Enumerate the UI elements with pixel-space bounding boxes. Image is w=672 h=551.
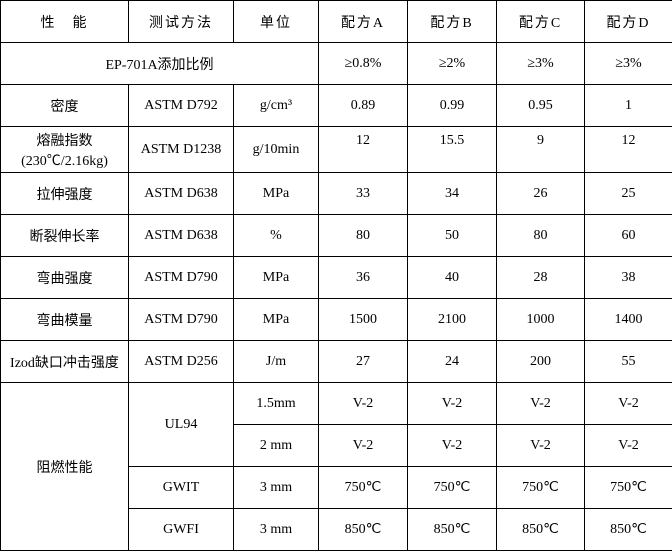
col-prop: 性 能 xyxy=(1,1,129,43)
cell-a: 850℃ xyxy=(319,509,408,551)
table-row: 弯曲模量 ASTM D790 MPa 1500 2100 1000 1400 xyxy=(1,299,672,341)
cell-d: V-2 xyxy=(585,383,672,425)
cell-d: 1400 xyxy=(585,299,672,341)
cell-unit: J/m xyxy=(234,341,319,383)
ratio-c: ≥3% xyxy=(497,43,585,85)
cell-prop: 弯曲强度 xyxy=(1,257,129,299)
table-row: 熔融指数(230℃/2.16kg) ASTM D1238 g/10min 12 … xyxy=(1,127,672,173)
cell-prop: 断裂伸长率 xyxy=(1,215,129,257)
cell-b: 850℃ xyxy=(408,509,497,551)
cell-unit: 1.5mm xyxy=(234,383,319,425)
cell-method: ASTM D638 xyxy=(129,215,234,257)
flame-gwfi: GWFI xyxy=(129,509,234,551)
cell-unit: g/10min xyxy=(234,127,319,173)
cell-c: 0.95 xyxy=(497,85,585,127)
cell-b: V-2 xyxy=(408,425,497,467)
cell-method: ASTM D256 xyxy=(129,341,234,383)
spec-table: 性 能 测试方法 单位 配方A 配方B 配方C 配方D EP-701A添加比例 … xyxy=(0,0,672,551)
cell-a: 36 xyxy=(319,257,408,299)
cell-prop: Izod缺口冲击强度 xyxy=(1,341,129,383)
col-b: 配方B xyxy=(408,1,497,43)
cell-b: 15.5 xyxy=(408,127,497,173)
col-method: 测试方法 xyxy=(129,1,234,43)
table-row: 拉伸强度 ASTM D638 MPa 33 34 26 25 xyxy=(1,173,672,215)
cell-c: 200 xyxy=(497,341,585,383)
cell-method: ASTM D790 xyxy=(129,257,234,299)
cell-c: V-2 xyxy=(497,383,585,425)
cell-a: 0.89 xyxy=(319,85,408,127)
cell-a: 80 xyxy=(319,215,408,257)
cell-d: V-2 xyxy=(585,425,672,467)
cell-c: 1000 xyxy=(497,299,585,341)
flame-gwit: GWIT xyxy=(129,467,234,509)
cell-d: 60 xyxy=(585,215,672,257)
table-row: 弯曲强度 ASTM D790 MPa 36 40 28 38 xyxy=(1,257,672,299)
cell-method: ASTM D790 xyxy=(129,299,234,341)
cell-b: 750℃ xyxy=(408,467,497,509)
cell-b: 40 xyxy=(408,257,497,299)
cell-c: 26 xyxy=(497,173,585,215)
cell-prop: 熔融指数(230℃/2.16kg) xyxy=(1,127,129,173)
col-c: 配方C xyxy=(497,1,585,43)
cell-d: 38 xyxy=(585,257,672,299)
flame-ul94: UL94 xyxy=(129,383,234,467)
ratio-a: ≥0.8% xyxy=(319,43,408,85)
cell-unit: MPa xyxy=(234,257,319,299)
col-unit: 单位 xyxy=(234,1,319,43)
cell-unit: % xyxy=(234,215,319,257)
cell-prop: 密度 xyxy=(1,85,129,127)
cell-b: 24 xyxy=(408,341,497,383)
cell-a: 12 xyxy=(319,127,408,173)
cell-d: 750℃ xyxy=(585,467,672,509)
cell-c: 9 xyxy=(497,127,585,173)
cell-unit: 3 mm xyxy=(234,467,319,509)
cell-method: ASTM D1238 xyxy=(129,127,234,173)
cell-c: 28 xyxy=(497,257,585,299)
cell-a: 750℃ xyxy=(319,467,408,509)
cell-d: 850℃ xyxy=(585,509,672,551)
cell-a: 27 xyxy=(319,341,408,383)
cell-a: 33 xyxy=(319,173,408,215)
cell-b: 0.99 xyxy=(408,85,497,127)
cell-c: V-2 xyxy=(497,425,585,467)
cell-prop: 拉伸强度 xyxy=(1,173,129,215)
cell-method: ASTM D792 xyxy=(129,85,234,127)
header-row: 性 能 测试方法 单位 配方A 配方B 配方C 配方D xyxy=(1,1,672,43)
ratio-d: ≥3% xyxy=(585,43,672,85)
cell-unit: 3 mm xyxy=(234,509,319,551)
cell-a: V-2 xyxy=(319,425,408,467)
cell-unit: g/cm³ xyxy=(234,85,319,127)
cell-d: 1 xyxy=(585,85,672,127)
col-d: 配方D xyxy=(585,1,672,43)
cell-method: ASTM D638 xyxy=(129,173,234,215)
flame-label: 阻燃性能 xyxy=(1,383,129,551)
cell-unit: 2 mm xyxy=(234,425,319,467)
cell-b: V-2 xyxy=(408,383,497,425)
cell-unit: MPa xyxy=(234,299,319,341)
flame-row: 阻燃性能 UL94 1.5mm V-2 V-2 V-2 V-2 xyxy=(1,383,672,425)
table-row: 断裂伸长率 ASTM D638 % 80 50 80 60 xyxy=(1,215,672,257)
ratio-row: EP-701A添加比例 ≥0.8% ≥2% ≥3% ≥3% xyxy=(1,43,672,85)
cell-c: 850℃ xyxy=(497,509,585,551)
cell-c: 80 xyxy=(497,215,585,257)
ratio-label: EP-701A添加比例 xyxy=(1,43,319,85)
cell-c: 750℃ xyxy=(497,467,585,509)
cell-d: 55 xyxy=(585,341,672,383)
cell-unit: MPa xyxy=(234,173,319,215)
col-a: 配方A xyxy=(319,1,408,43)
cell-b: 2100 xyxy=(408,299,497,341)
cell-d: 12 xyxy=(585,127,672,173)
cell-b: 34 xyxy=(408,173,497,215)
cell-prop: 弯曲模量 xyxy=(1,299,129,341)
ratio-b: ≥2% xyxy=(408,43,497,85)
cell-b: 50 xyxy=(408,215,497,257)
cell-a: 1500 xyxy=(319,299,408,341)
cell-d: 25 xyxy=(585,173,672,215)
cell-a: V-2 xyxy=(319,383,408,425)
table-row: Izod缺口冲击强度 ASTM D256 J/m 27 24 200 55 xyxy=(1,341,672,383)
table-row: 密度 ASTM D792 g/cm³ 0.89 0.99 0.95 1 xyxy=(1,85,672,127)
